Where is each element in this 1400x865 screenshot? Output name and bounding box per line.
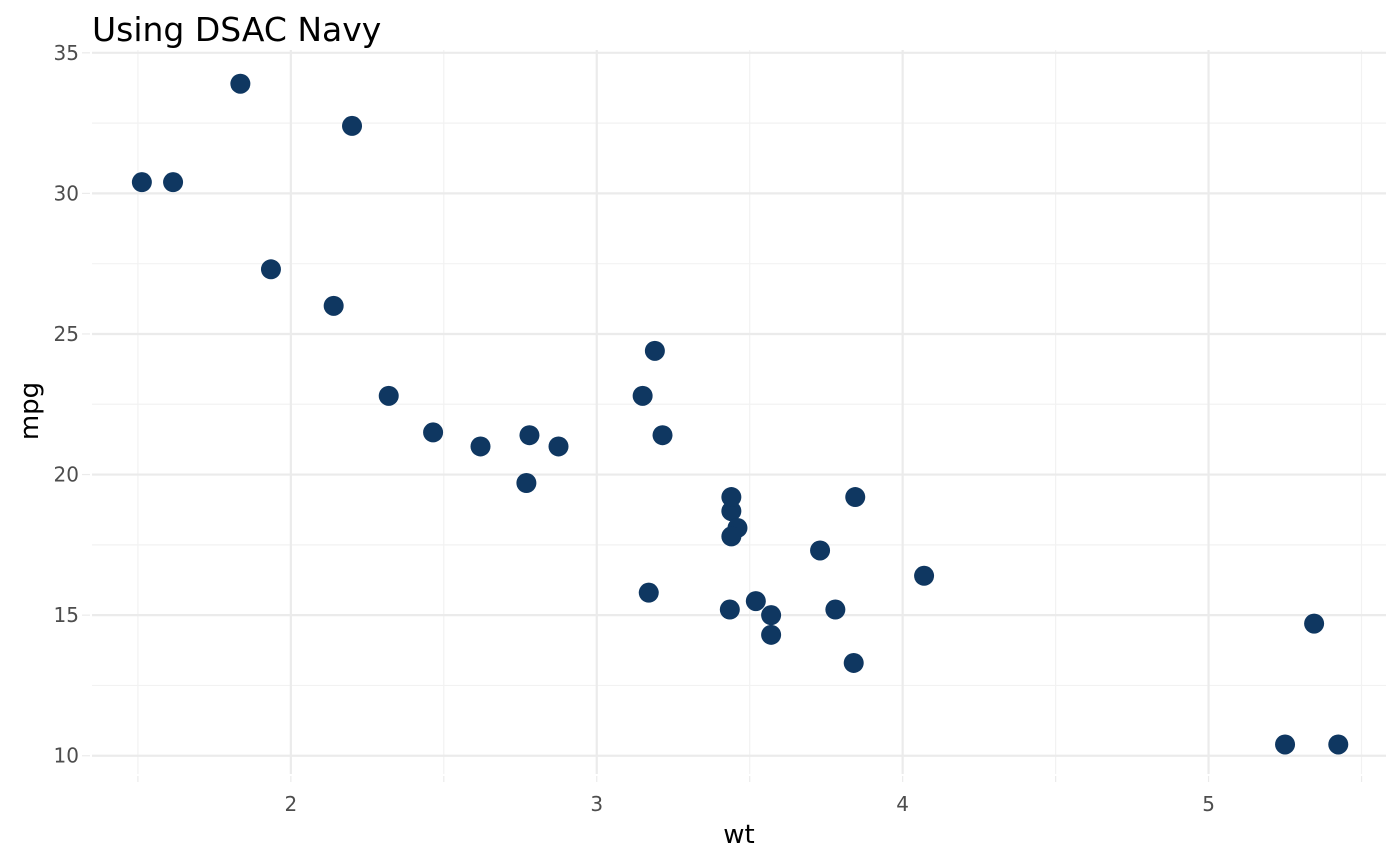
scatter-point (323, 295, 344, 316)
x-tick-label: 4 (896, 792, 909, 816)
scatter-point (131, 172, 152, 193)
y-axis-tick-labels: 10 15 20 25 30 35 (54, 41, 79, 768)
grid (92, 50, 1386, 774)
scatter-point (632, 385, 653, 406)
x-tick-label: 3 (590, 792, 603, 816)
scatter-point (745, 591, 766, 612)
scatter-point (721, 526, 742, 547)
scatter-point (1275, 734, 1296, 755)
scatter-point (721, 487, 742, 508)
y-tick-label: 30 (54, 181, 79, 205)
scatter-point (548, 436, 569, 457)
scatter-point (810, 540, 831, 561)
y-tick-label: 25 (54, 322, 79, 346)
x-tick-label: 2 (284, 792, 297, 816)
y-tick-label: 15 (54, 603, 79, 627)
scatter-point (378, 385, 399, 406)
x-axis-title: wt (723, 820, 754, 850)
tick-marks (82, 52, 1363, 782)
scatter-point (914, 565, 935, 586)
scatter-point (719, 599, 740, 620)
scatter-point (163, 172, 184, 193)
y-axis-title: mpg (15, 382, 45, 440)
data-points (131, 73, 1349, 755)
scatter-point (342, 115, 363, 136)
scatter-point (825, 599, 846, 620)
scatter-point (761, 605, 782, 626)
x-tick-label: 5 (1202, 792, 1215, 816)
scatter-point (652, 425, 673, 446)
scatter-point (519, 425, 540, 446)
scatter-point (721, 501, 742, 522)
chart-title: Using DSAC Navy (92, 10, 381, 49)
y-tick-label: 35 (54, 41, 79, 65)
scatter-point (843, 652, 864, 673)
y-tick-label: 10 (54, 744, 79, 768)
scatter-point (845, 487, 866, 508)
scatter-point (260, 259, 281, 280)
scatter-point (761, 624, 782, 645)
scatter-point (638, 582, 659, 603)
scatter-point (1328, 734, 1349, 755)
scatter-point (1304, 613, 1325, 634)
scatter-point (230, 73, 251, 94)
x-axis-tick-labels: 2 3 4 5 (284, 792, 1214, 816)
scatter-point (644, 340, 665, 361)
scatter-point (470, 436, 491, 457)
scatter-point (423, 422, 444, 443)
y-tick-label: 20 (54, 463, 79, 487)
scatter-point (516, 472, 537, 493)
